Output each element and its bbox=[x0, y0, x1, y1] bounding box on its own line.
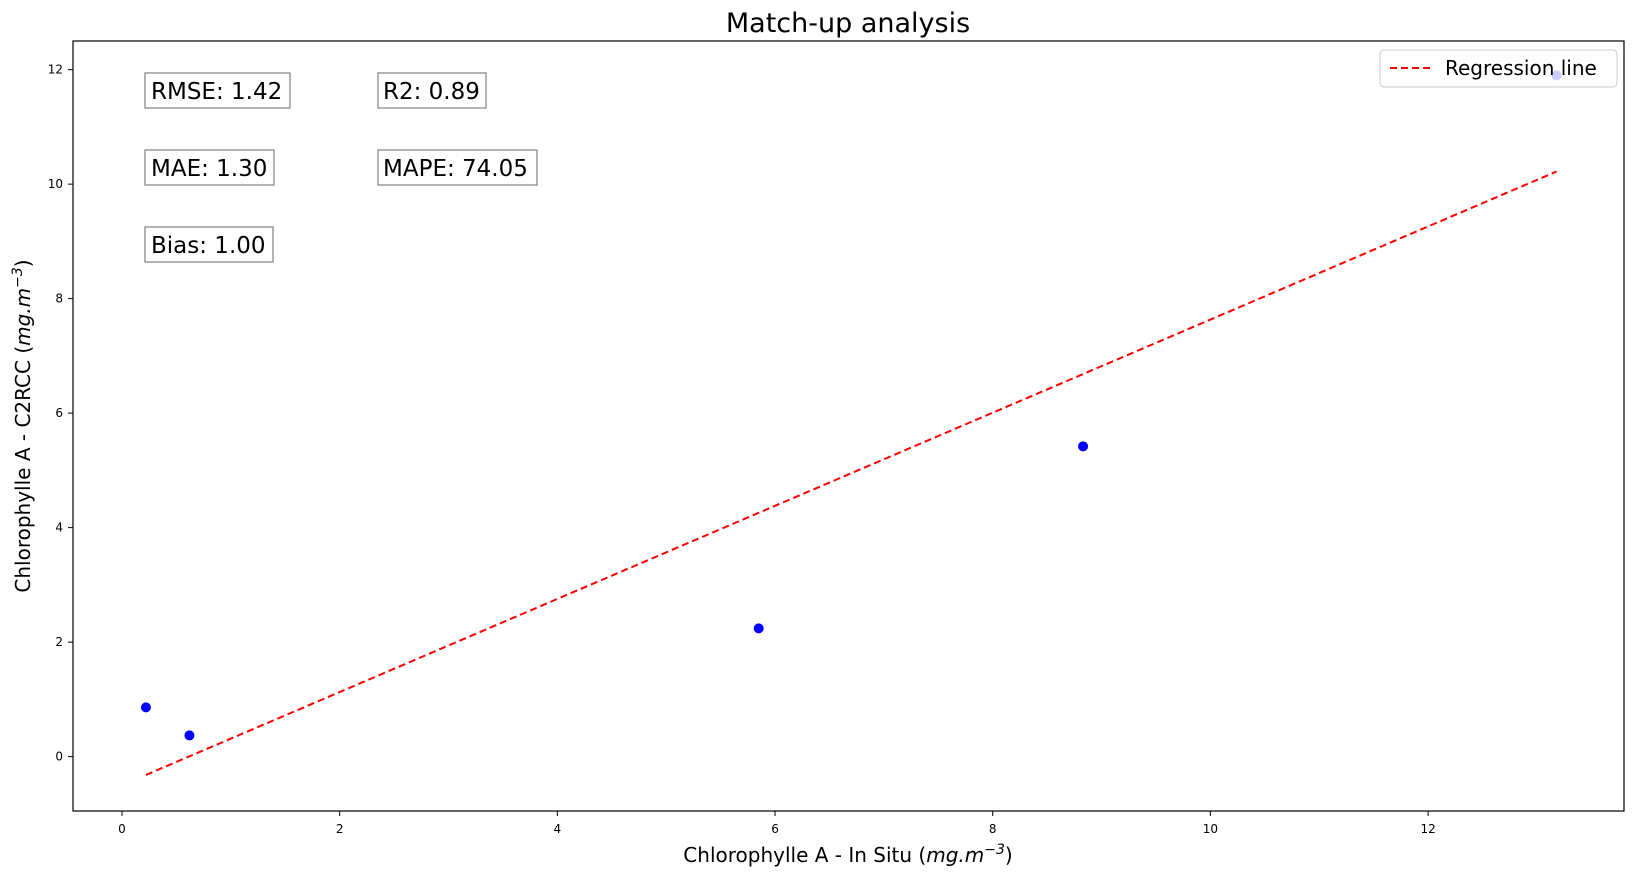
stats-annotations: RMSE: 1.42 R2: 0.89 MAE: 1.30 MAPE: 74.0… bbox=[144, 72, 538, 263]
legend: Regression line bbox=[1379, 49, 1618, 88]
x-tick-label: 2 bbox=[336, 822, 344, 836]
data-point bbox=[140, 702, 151, 713]
regression-line bbox=[145, 170, 1557, 776]
y-tick-label: 4 bbox=[55, 521, 63, 535]
y-axis-title-exponent: −3 bbox=[10, 267, 26, 288]
x-tick-label: 6 bbox=[771, 822, 779, 836]
rmse-label: RMSE: 1.42 bbox=[151, 79, 282, 105]
mae-label: MAE: 1.30 bbox=[151, 156, 267, 182]
rmse-box bbox=[144, 72, 291, 109]
x-axis-title-exponent: −3 bbox=[984, 842, 1005, 858]
y-tick-label: 8 bbox=[55, 292, 63, 306]
x-tick-label: 10 bbox=[1203, 822, 1218, 836]
x-tick-label: 8 bbox=[989, 822, 997, 836]
x-axis-title-close: ) bbox=[1005, 843, 1013, 867]
axis-ticks: 0 2 4 6 8 10 12 0 2 4 6 8 10 12 bbox=[48, 63, 1436, 836]
y-axis-title-unit: mg.m bbox=[11, 288, 35, 346]
y-axis-title-group: Chlorophylle A - C2RCC (mg.m−3) bbox=[10, 259, 35, 592]
x-tick-label: 4 bbox=[554, 822, 562, 836]
data-point bbox=[753, 623, 764, 634]
legend-box bbox=[1379, 49, 1618, 88]
chart-title: Match-up analysis bbox=[726, 8, 970, 39]
data-point bbox=[184, 730, 195, 741]
data-point bbox=[1078, 441, 1089, 452]
r2-box bbox=[377, 72, 487, 109]
y-tick-label: 12 bbox=[48, 63, 63, 77]
y-tick-label: 6 bbox=[55, 406, 63, 420]
y-axis-title-main: Chlorophylle A - C2RCC ( bbox=[11, 346, 35, 593]
x-tick-label: 0 bbox=[118, 822, 126, 836]
legend-label: Regression line bbox=[1445, 56, 1597, 80]
x-axis-title-main: Chlorophylle A - In Situ ( bbox=[683, 843, 926, 867]
x-axis-title-unit: mg.m bbox=[926, 843, 984, 867]
y-axis-title-close: ) bbox=[11, 259, 35, 267]
mae-box bbox=[144, 149, 275, 186]
y-axis-title: Chlorophylle A - C2RCC (mg.m−3) bbox=[10, 259, 35, 592]
x-axis-title: Chlorophylle A - In Situ (mg.m−3) bbox=[683, 842, 1012, 867]
r2-label: R2: 0.89 bbox=[383, 79, 480, 105]
bias-label: Bias: 1.00 bbox=[151, 233, 266, 259]
y-tick-label: 10 bbox=[48, 177, 63, 191]
plot-area bbox=[72, 40, 1625, 812]
y-tick-label: 2 bbox=[55, 635, 63, 649]
x-tick-label: 12 bbox=[1420, 822, 1435, 836]
y-tick-label: 0 bbox=[55, 750, 63, 764]
mape-label: MAPE: 74.05 bbox=[383, 156, 528, 182]
mape-box bbox=[377, 149, 538, 186]
bias-box bbox=[144, 226, 274, 263]
